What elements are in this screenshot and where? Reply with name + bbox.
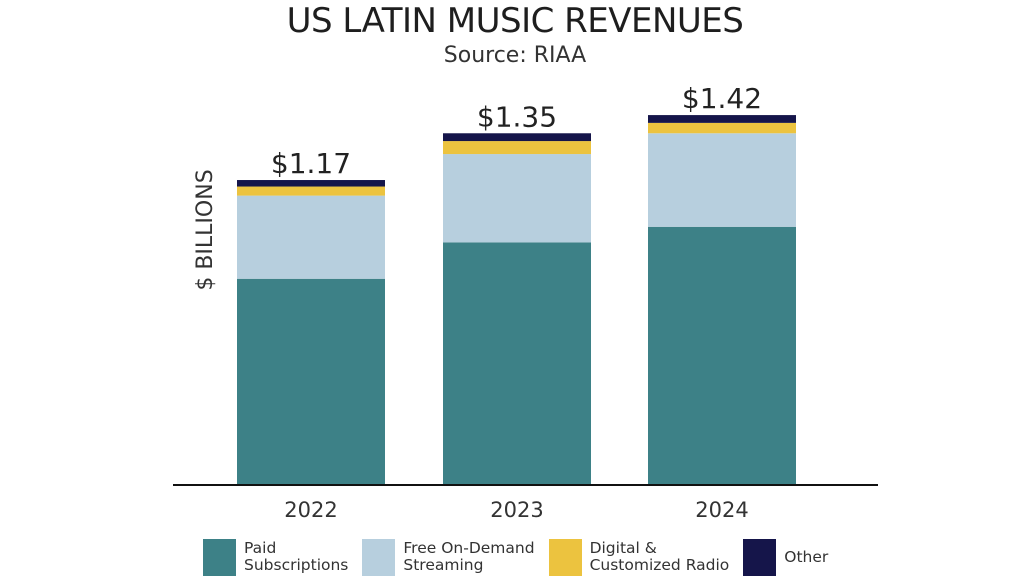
bar-segment-2024-paid-subscriptions xyxy=(648,226,796,484)
x-tick-label: 2024 xyxy=(695,498,748,522)
bar-segment-2024-free-on-demand-streaming xyxy=(648,133,796,227)
y-axis-label: $ BILLIONS xyxy=(193,169,218,290)
chart-title: US LATIN MUSIC REVENUES xyxy=(286,1,744,41)
bar-segment-2022-digital-customized-radio xyxy=(237,186,385,196)
legend-label: Digital & Customized Radio xyxy=(589,539,730,574)
chart-subtitle: Source: RIAA xyxy=(443,43,587,68)
legend-label: Free On-Demand Streaming xyxy=(403,539,535,574)
legend-swatch xyxy=(362,538,396,576)
legend-item: Other xyxy=(743,538,829,576)
bar-segment-2024-other xyxy=(648,115,796,123)
bar-segment-2022-free-on-demand-streaming xyxy=(237,195,385,279)
legend: Paid Subscriptions Free On-Demand Streami… xyxy=(203,537,842,577)
legend-item: Digital & Customized Radio xyxy=(548,538,730,576)
bar-segment-2022-other xyxy=(237,180,385,187)
total-label: $1.35 xyxy=(477,100,557,133)
legend-item: Free On-Demand Streaming xyxy=(362,538,535,576)
legend-swatch xyxy=(203,538,236,576)
legend-label: Other xyxy=(784,547,829,566)
bar-segment-2023-paid-subscriptions xyxy=(443,242,591,484)
legend-item: Paid Subscriptions xyxy=(203,538,349,576)
x-tick-label: 2022 xyxy=(284,498,337,522)
bar-segment-2023-free-on-demand-streaming xyxy=(443,154,591,243)
bar-segment-2023-digital-customized-radio xyxy=(443,141,591,155)
x-tick-label: 2023 xyxy=(490,498,543,522)
bar-segment-2023-other xyxy=(443,133,591,142)
bar-segment-2024-digital-customized-radio xyxy=(648,122,796,134)
total-label: $1.17 xyxy=(271,147,351,180)
legend-swatch xyxy=(548,538,582,576)
legend-label: Paid Subscriptions xyxy=(244,539,349,574)
bar-segment-2022-paid-subscriptions xyxy=(237,278,385,484)
legend-swatch xyxy=(743,538,777,576)
total-label: $1.42 xyxy=(682,82,762,115)
